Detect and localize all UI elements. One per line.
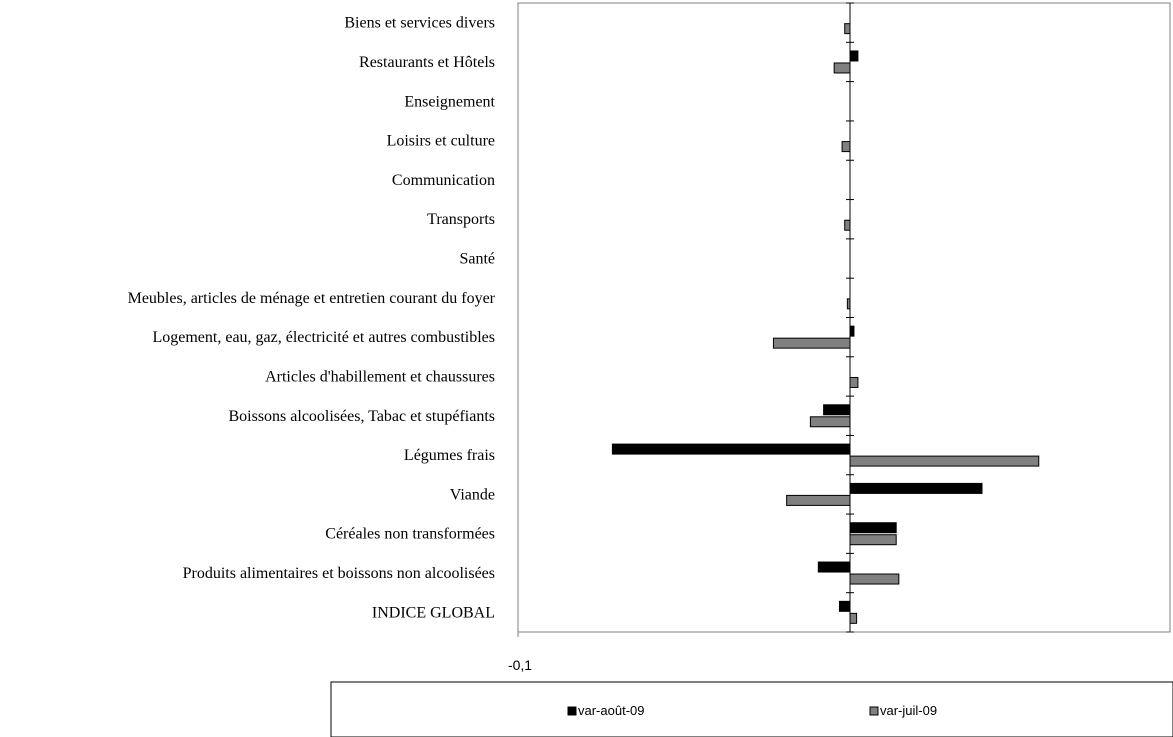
category-label-legumes-frais: Légumes frais <box>404 447 495 464</box>
legend-label-var-juil-09: var-juil-09 <box>880 703 937 718</box>
plot-area <box>517 2 1171 633</box>
bar-var-aout-09-restaurants-et-hotels <box>849 50 859 62</box>
bar-var-juil-09-restaurants-et-hotels <box>833 62 851 74</box>
category-label-enseignement: Enseignement <box>404 93 495 110</box>
bar-var-juil-09-logement-eau-gaz-electricite-et-autres-combustibles <box>772 337 851 349</box>
category-label-articles-d-habillement-et-chaussures: Articles d'habillement et chaussures <box>265 368 495 385</box>
category-label-produits-alimentaires-et-boissons-non-alcoolisees: Produits alimentaires et boissons non al… <box>183 565 495 582</box>
category-label-loisirs-et-culture: Loisirs et culture <box>387 133 495 150</box>
legend-swatch-var-aout-09 <box>567 706 577 716</box>
bar-var-juil-09-biens-et-services-divers <box>844 23 851 35</box>
bar-var-aout-09-indice-global <box>838 600 851 612</box>
category-label-indice-global: INDICE GLOBAL <box>372 604 495 621</box>
bar-var-juil-09-legumes-frais <box>849 455 1040 467</box>
bar-var-aout-09-boissons-alcoolisees-tabac-et-stupefiants <box>823 404 851 416</box>
bar-var-juil-09-articles-d-habillement-et-chaussures <box>849 376 859 388</box>
category-label-cereales-non-transformees: Céréales non transformées <box>325 526 495 543</box>
bar-var-juil-09-viande <box>786 494 851 506</box>
bar-var-juil-09-cereales-non-transformees <box>849 534 897 546</box>
category-label-meubles-articles-de-menage-et-entretien-courant-du-foyer: Meubles, articles de ménage et entretien… <box>128 290 496 307</box>
bars <box>611 23 1040 624</box>
bar-var-juil-09-indice-global <box>849 612 858 624</box>
category-label-viande: Viande <box>450 486 495 503</box>
bar-var-juil-09-boissons-alcoolisees-tabac-et-stupefiants <box>809 416 851 428</box>
bar-var-aout-09-produits-alimentaires-et-boissons-non-alcoolisees <box>817 561 851 573</box>
category-label-biens-et-services-divers: Biens et services divers <box>344 15 495 32</box>
category-labels: INDICE GLOBAL Produits alimentaires et bo… <box>128 15 496 622</box>
category-label-communication: Communication <box>392 172 495 189</box>
bar-var-aout-09-viande <box>849 482 983 494</box>
legend-label-var-aout-09: var-août-09 <box>578 703 644 718</box>
bar-var-aout-09-legumes-frais <box>611 443 851 455</box>
legend: var-août-09 var-juil-09 <box>330 681 1173 737</box>
category-label-sante: Santé <box>459 251 495 268</box>
bar-var-juil-09-produits-alimentaires-et-boissons-non-alcoolisees <box>849 573 900 585</box>
legend-box <box>330 681 1173 737</box>
bar-var-aout-09-logement-eau-gaz-electricite-et-autres-combustibles <box>849 325 855 337</box>
category-label-boissons-alcoolisees-tabac-et-stupefiants: Boissons alcoolisées, Tabac et stupéfian… <box>228 408 495 425</box>
bar-var-juil-09-transports <box>844 219 851 231</box>
category-label-logement-eau-gaz-electricite-et-autres-combustibles: Logement, eau, gaz, électricité et autre… <box>152 329 495 346</box>
category-label-restaurants-et-hotels: Restaurants et Hôtels <box>359 54 495 71</box>
x-tick-label: -0,1 <box>508 657 532 673</box>
category-label-transports: Transports <box>427 211 495 228</box>
bar-var-aout-09-cereales-non-transformees <box>849 522 897 534</box>
bar-var-juil-09-loisirs-et-culture <box>841 141 851 153</box>
value-axis <box>517 2 854 637</box>
legend-swatch-var-juil-09 <box>869 706 879 716</box>
